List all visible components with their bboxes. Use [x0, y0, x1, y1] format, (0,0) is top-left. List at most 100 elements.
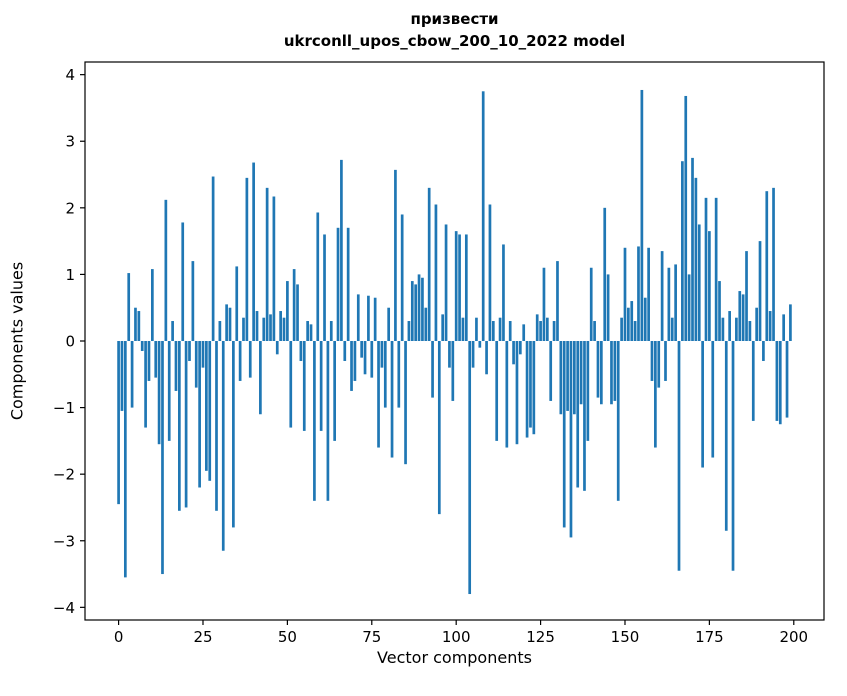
bar: [313, 341, 316, 501]
x-tick-label: 150: [611, 628, 640, 646]
bar: [464, 234, 468, 341]
bar: [606, 274, 610, 341]
bar: [488, 204, 492, 341]
x-tick-label: 50: [278, 628, 297, 646]
bar: [647, 247, 650, 341]
bar: [394, 169, 397, 341]
y-tick-label: −3: [53, 532, 75, 550]
bar: [684, 95, 688, 342]
bar: [242, 317, 245, 341]
bar: [123, 341, 127, 578]
bar: [485, 341, 488, 375]
bar: [616, 341, 620, 501]
x-tick-label: 175: [695, 628, 724, 646]
bar: [147, 341, 151, 381]
bar: [248, 341, 252, 378]
bar: [363, 341, 367, 375]
bar: [502, 244, 505, 341]
bar: [188, 341, 191, 361]
bar: [424, 307, 428, 341]
bar: [205, 341, 208, 471]
bar: [586, 341, 590, 441]
y-tick-label: −4: [53, 599, 75, 617]
bar: [269, 314, 272, 341]
bar: [167, 341, 171, 441]
x-tick-label: 125: [526, 628, 555, 646]
bar: [157, 341, 161, 445]
bar: [377, 341, 380, 448]
bar: [265, 187, 269, 341]
bar: [660, 251, 664, 341]
x-axis-label: Vector components: [377, 648, 532, 667]
bar: [498, 317, 502, 341]
bar: [380, 341, 384, 368]
bar: [221, 341, 225, 551]
bar: [144, 341, 147, 428]
bar: [201, 341, 205, 368]
bar: [738, 291, 742, 341]
bar: [667, 267, 671, 341]
bar: [529, 341, 532, 428]
bar: [437, 341, 441, 515]
bar: [272, 196, 276, 341]
bar: [238, 341, 242, 381]
bar: [232, 341, 235, 528]
bar: [728, 311, 731, 341]
bar: [755, 307, 758, 341]
bar: [316, 212, 320, 341]
chart-title-line2: ukrconll_upos_cbow_200_10_2022 model: [283, 32, 626, 50]
y-tick-label: −1: [53, 399, 75, 417]
bar: [461, 317, 465, 341]
bar: [407, 321, 411, 341]
y-tick-label: 4: [65, 66, 75, 84]
bar: [427, 187, 431, 341]
bar: [583, 341, 586, 491]
bar: [353, 341, 357, 381]
bar: [151, 269, 154, 341]
bar: [296, 284, 299, 341]
x-tick-label: 25: [193, 628, 212, 646]
bar: [302, 341, 306, 431]
bar: [633, 321, 637, 341]
bar: [245, 177, 249, 341]
bar: [211, 176, 215, 341]
bar: [741, 294, 745, 341]
bar: [218, 321, 222, 341]
bar: [161, 341, 164, 575]
bar: [198, 341, 201, 488]
bar: [782, 314, 786, 341]
bar: [559, 341, 563, 415]
bar: [562, 341, 566, 528]
bar: [174, 341, 178, 391]
bar: [593, 321, 596, 341]
bar: [627, 307, 630, 341]
bar: [778, 341, 782, 425]
x-tick-label: 200: [779, 628, 808, 646]
y-tick-label: 1: [65, 266, 75, 284]
bar: [681, 161, 684, 341]
bar: [400, 214, 404, 341]
bar: [758, 241, 762, 341]
y-tick-label: 0: [65, 333, 75, 351]
bar: [542, 267, 546, 341]
y-axis-label: Components values: [7, 261, 27, 421]
bar: [785, 341, 789, 418]
bar: [518, 341, 522, 355]
bar: [454, 231, 458, 341]
bar: [576, 341, 580, 488]
bar: [664, 341, 667, 381]
bar: [164, 199, 168, 341]
bar: [610, 341, 613, 405]
bar: [637, 246, 640, 341]
bar: [596, 341, 600, 398]
bar: [566, 341, 569, 411]
bar: [346, 227, 350, 341]
bar: [414, 284, 418, 341]
bar: [154, 341, 158, 378]
bar: [768, 311, 772, 341]
bar: [444, 224, 448, 341]
bar: [545, 317, 549, 341]
bar: [140, 341, 144, 351]
bar: [508, 321, 512, 341]
